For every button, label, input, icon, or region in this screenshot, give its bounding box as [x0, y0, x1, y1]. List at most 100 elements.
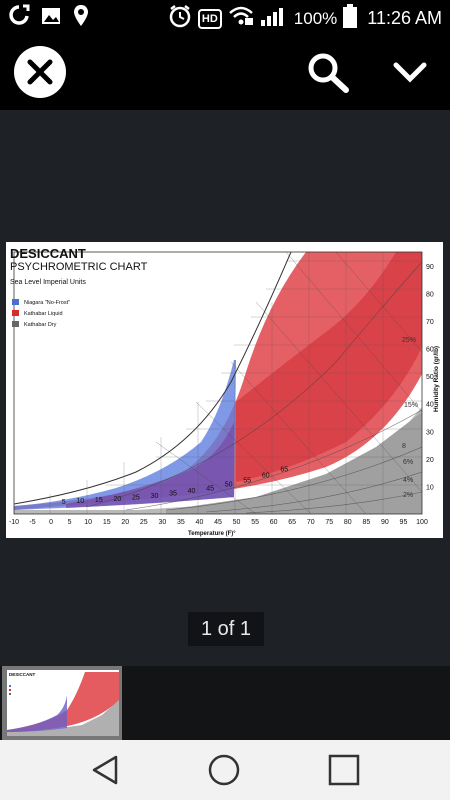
- wifi-icon: [228, 5, 254, 32]
- x-tick-labels: -10 -5 0 5 10 15 20 25 30 35 40 45 50 55 60 65 70 75 80 85 9…: [9, 519, 428, 526]
- rh-label: 4%: [403, 477, 413, 484]
- location-icon: [72, 4, 90, 33]
- rh-curves: [85, 261, 422, 514]
- x-tick-label: 55: [251, 519, 259, 526]
- chevron-down-icon: [390, 56, 430, 93]
- x-tick-label: 30: [158, 519, 166, 526]
- saturation-curve: [14, 252, 292, 505]
- saturation-label: 55: [243, 477, 251, 484]
- hd-badge: HD: [197, 8, 222, 29]
- rh-label: 15%: [404, 402, 418, 409]
- back-triangle-icon: [88, 752, 124, 793]
- kathabar-liquid-dark-region: [236, 252, 422, 482]
- recent-square-icon: [326, 752, 362, 793]
- saturation-labels: 5 10 15 20 25 30 35 40 45 50 55 60 65: [62, 466, 289, 506]
- system-nav-bar: [0, 740, 450, 800]
- y-tick-labels: 10 20 30 40 50 60 70 80 90: [426, 264, 434, 492]
- battery-icon: [343, 4, 358, 33]
- x-tick-label: 10: [84, 519, 92, 526]
- x-tick-label: 40: [196, 519, 204, 526]
- rh-label: 25%: [402, 337, 416, 344]
- home-circle-icon: [206, 752, 242, 793]
- kathabar-dry-dark-region: [166, 412, 422, 514]
- niagara-region: [14, 360, 236, 510]
- chart-legend: Niagara "No-Frost" Kathabar Liquid Katha…: [12, 299, 70, 328]
- saturation-label: 20: [113, 496, 121, 503]
- y-tick-label: 70: [426, 319, 434, 326]
- saturation-label: 5: [62, 499, 66, 506]
- y-tick-label: 10: [426, 484, 434, 491]
- thumbnail-preview: DESICCANT: [7, 670, 119, 736]
- x-tick-label: 65: [288, 519, 296, 526]
- status-left-icons: [8, 4, 90, 33]
- search-button[interactable]: [306, 52, 352, 94]
- document-viewer[interactable]: DESICCANT PSYCHROMETRIC CHART Sea Level …: [0, 110, 450, 666]
- x-tick-label: 0: [49, 519, 53, 526]
- home-button[interactable]: [206, 752, 242, 788]
- saturation-label: 10: [76, 498, 84, 505]
- chart-title: DESICCANT: [10, 246, 86, 261]
- page-thumbnail[interactable]: DESICCANT: [2, 666, 122, 740]
- chart-page[interactable]: DESICCANT PSYCHROMETRIC CHART Sea Level …: [6, 242, 443, 538]
- viewer-toolbar: [0, 34, 450, 110]
- x-tick-label: 35: [177, 519, 185, 526]
- thumbnail-chart: DESICCANT: [7, 670, 119, 736]
- thumbnail-strip: DESICCANT: [0, 666, 450, 740]
- signal-icon: [260, 5, 288, 32]
- x-tick-label: 95: [400, 519, 408, 526]
- overlap-region: [66, 422, 234, 508]
- x-tick-label: 70: [307, 519, 315, 526]
- y-tick-label: 20: [426, 457, 434, 464]
- gallery-icon: [40, 5, 62, 32]
- y-tick-label: 40: [426, 402, 434, 409]
- close-button[interactable]: [14, 46, 66, 98]
- x-tick-label: 45: [214, 519, 222, 526]
- rh-label: 2%: [403, 492, 413, 499]
- saturation-label: 60: [262, 472, 270, 479]
- legend-swatch-kathabar-liquid: [12, 310, 19, 316]
- x-tick-label: 100: [416, 519, 428, 526]
- recent-apps-button[interactable]: [326, 752, 362, 788]
- alarm-icon: [168, 4, 192, 33]
- more-options-button[interactable]: [390, 56, 430, 88]
- x-tick-label: 15: [103, 519, 111, 526]
- y-axis-label: Humidity Ratio (gr/lb): [433, 346, 440, 412]
- saturation-label: 30: [151, 493, 159, 500]
- x-axis-label: Temperature (F)°: [188, 531, 236, 537]
- x-tick-label: -5: [29, 519, 35, 526]
- legend-swatch-niagara: [12, 299, 19, 305]
- x-tick-label: 20: [121, 519, 129, 526]
- back-button[interactable]: [88, 752, 124, 788]
- clock: 11:26 AM: [367, 8, 442, 28]
- saturation-label: 25: [132, 494, 140, 501]
- page-counter: 1 of 1: [188, 612, 264, 646]
- x-tick-label: 85: [362, 519, 370, 526]
- humidity-gridlines: [106, 260, 422, 486]
- rh-label: 8: [402, 443, 406, 450]
- legend-label-niagara: Niagara "No-Frost": [24, 300, 70, 306]
- search-icon: [306, 52, 352, 99]
- enthalpy-lines: [155, 252, 422, 514]
- temperature-gridlines: [49, 252, 384, 514]
- y-tick-label: 50: [426, 374, 434, 381]
- x-tick-label: 25: [140, 519, 148, 526]
- x-tick-label: 90: [381, 519, 389, 526]
- chart-subtitle: PSYCHROMETRIC CHART: [10, 261, 148, 273]
- x-tick-label: 75: [325, 519, 333, 526]
- rh-labels: 15% 8 6% 4% 2% 25%: [402, 337, 418, 499]
- saturation-label: 35: [169, 491, 177, 498]
- x-tick-label: 5: [68, 519, 72, 526]
- saturation-label: 50: [225, 482, 233, 489]
- battery-percent: 100%: [293, 8, 338, 28]
- saturation-label: 15: [95, 497, 103, 504]
- thumbnail-title: DESICCANT: [9, 672, 36, 677]
- y-tick-label: 90: [426, 264, 434, 271]
- sync-icon: [8, 4, 30, 33]
- chart-subtitle2: Sea Level Imperial Units: [10, 279, 86, 286]
- x-tick-label: 50: [233, 519, 241, 526]
- y-tick-label: 30: [426, 429, 434, 436]
- psychrometric-chart: DESICCANT PSYCHROMETRIC CHART Sea Level …: [9, 246, 440, 537]
- x-tick-label: 80: [344, 519, 352, 526]
- saturation-label: 45: [206, 485, 214, 492]
- legend-label-kathabar-dry: Kathabar Dry: [24, 322, 57, 328]
